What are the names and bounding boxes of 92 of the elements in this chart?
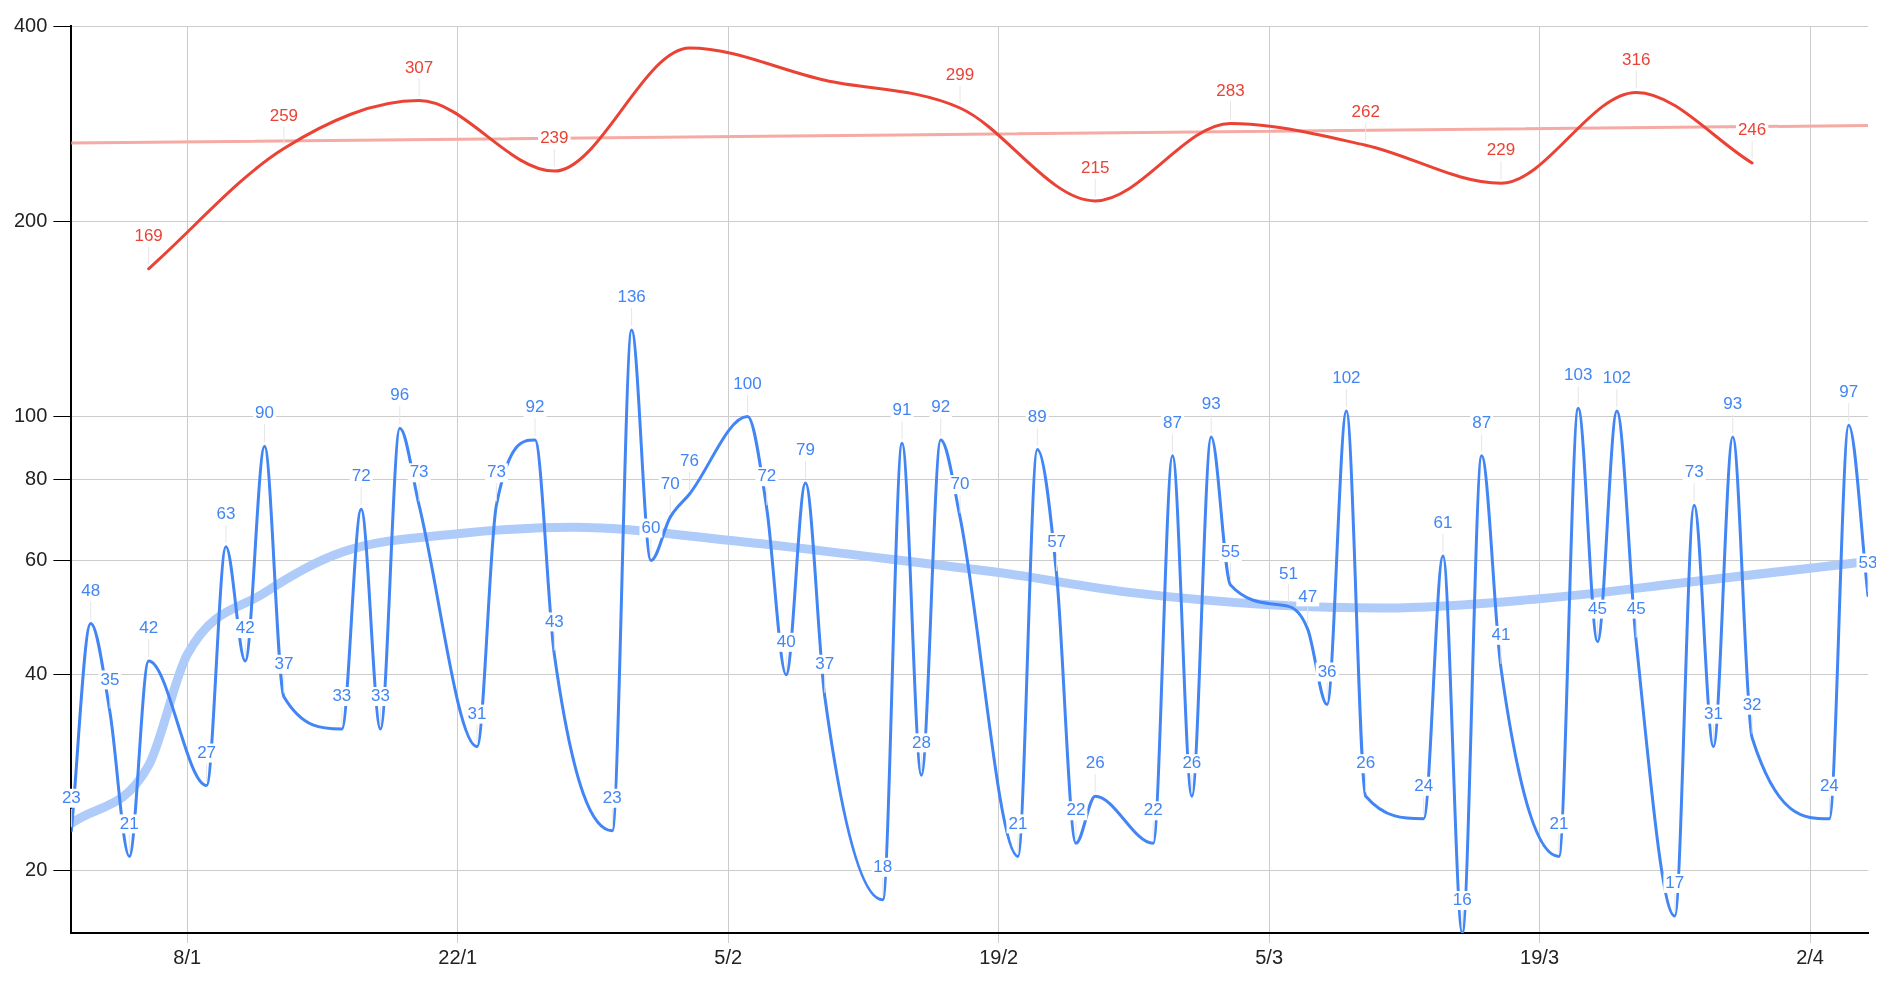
- data-label: 63: [216, 504, 236, 523]
- data-label: 41: [1491, 625, 1511, 645]
- data-label: 89: [1027, 406, 1047, 426]
- data-label: 87: [1472, 413, 1492, 433]
- data-label: 92: [525, 397, 545, 417]
- data-label: 259: [269, 105, 299, 125]
- data-label: 23: [602, 787, 622, 807]
- data-label: 26: [1356, 753, 1376, 773]
- x-tick-label: 19/2: [979, 945, 1019, 968]
- data-label: 36: [1317, 661, 1337, 681]
- data-label: 91: [892, 400, 912, 420]
- data-label: 72: [757, 466, 777, 486]
- data-label: 215: [1081, 158, 1110, 178]
- data-label: 43: [544, 611, 564, 631]
- data-label: 42: [139, 618, 159, 638]
- y-tick-label: 400: [13, 13, 48, 36]
- data-label: 37: [815, 653, 835, 673]
- data-label: 55: [1221, 542, 1240, 562]
- data-label: 169: [134, 225, 163, 245]
- data-label: 24: [1414, 775, 1434, 795]
- data-label: 87: [1163, 413, 1182, 433]
- x-tick-label: 5/3: [1255, 945, 1284, 968]
- data-label: 23: [61, 787, 81, 807]
- y-tick-label: 20: [25, 857, 48, 880]
- data-label: 103: [1564, 365, 1593, 385]
- y-tick-label: 60: [25, 548, 48, 571]
- y-tick-label: 100: [13, 404, 48, 427]
- data-label: 246: [1737, 120, 1767, 140]
- y-tick-label: 40: [25, 662, 48, 685]
- data-label: 70: [660, 474, 680, 494]
- data-label: 33: [332, 686, 352, 706]
- data-label: 42: [235, 618, 255, 638]
- y-tick-label: 200: [13, 208, 48, 231]
- data-label: 32: [1742, 694, 1762, 714]
- x-tick-label: 8/1: [173, 945, 202, 968]
- data-label: 21: [1549, 813, 1569, 833]
- data-label: 27: [197, 742, 217, 762]
- data-label: 45: [1588, 598, 1607, 618]
- data-label: 35: [100, 669, 120, 689]
- data-label: 307: [404, 57, 434, 77]
- data-label: 21: [1008, 813, 1028, 833]
- data-label: 283: [1216, 80, 1245, 100]
- data-label: 70: [950, 474, 970, 494]
- x-tick-label: 19/3: [1520, 945, 1560, 968]
- data-label: 136: [617, 287, 646, 307]
- data-label: 262: [1351, 102, 1380, 122]
- data-label: 17: [1665, 873, 1685, 893]
- data-label: 45: [1626, 598, 1646, 618]
- data-label: 37: [274, 653, 294, 673]
- data-label: 73: [409, 462, 429, 482]
- data-label: 21: [119, 813, 139, 833]
- data-label: 92: [931, 397, 951, 417]
- data-label: 73: [1684, 462, 1704, 482]
- data-label: 31: [1703, 703, 1723, 723]
- data-label: 40: [776, 632, 796, 651]
- data-label: 33: [371, 686, 390, 706]
- data-label: 53: [1858, 552, 1878, 572]
- data-label: 93: [1201, 394, 1221, 414]
- data-label: 22: [1143, 800, 1163, 820]
- data-label: 60: [641, 517, 661, 537]
- data-label: 96: [390, 385, 410, 405]
- x-tick-label: 2/4: [1796, 945, 1824, 968]
- data-label: 16: [1452, 890, 1472, 910]
- data-label: 90: [255, 403, 275, 423]
- data-label: 28: [911, 732, 931, 752]
- data-label: 76: [680, 451, 700, 471]
- data-label: 61: [1433, 513, 1453, 533]
- y-tick-label: 80: [25, 467, 48, 490]
- data-label: 57: [1047, 532, 1067, 552]
- data-label: 48: [81, 580, 101, 600]
- data-label: 26: [1085, 753, 1105, 773]
- data-label: 51: [1278, 563, 1298, 583]
- data-label: 97: [1839, 382, 1859, 402]
- data-label: 299: [945, 65, 975, 85]
- data-label: 79: [796, 440, 815, 460]
- data-label: 73: [486, 462, 506, 482]
- x-tick-label: 22/1: [438, 945, 478, 968]
- data-label: 47: [1298, 586, 1318, 606]
- data-label: 22: [1066, 800, 1086, 820]
- data-label: 102: [1602, 368, 1632, 388]
- data-label: 26: [1182, 753, 1202, 773]
- data-label: 102: [1332, 368, 1361, 388]
- data-label: 18: [873, 857, 893, 876]
- data-label: 316: [1621, 49, 1651, 69]
- data-label: 229: [1486, 140, 1516, 160]
- data-label: 31: [467, 703, 487, 723]
- data-label: 93: [1723, 394, 1743, 414]
- x-tick-label: 5/2: [714, 945, 743, 968]
- data-label: 100: [733, 373, 762, 393]
- data-label: 239: [540, 128, 569, 148]
- data-label: 24: [1819, 775, 1839, 795]
- data-label: 72: [351, 466, 371, 486]
